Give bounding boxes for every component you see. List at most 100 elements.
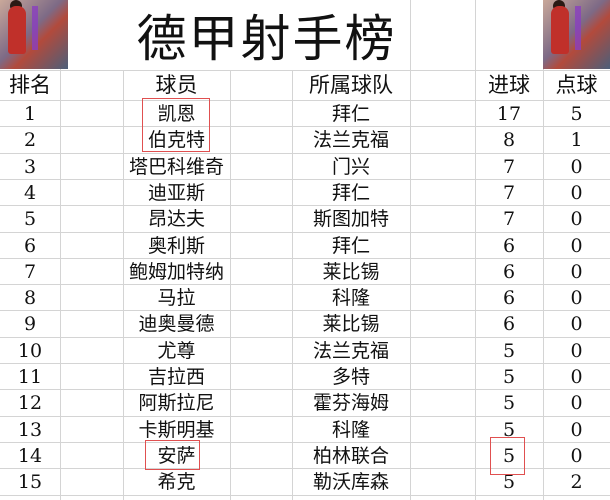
- grid-line: [0, 205, 610, 206]
- grid-line: [0, 126, 610, 127]
- highlight-box: [490, 437, 525, 475]
- cell-goals: 5: [502, 419, 516, 441]
- table-row: 14 安萨 柏林联合 5 0: [0, 443, 610, 469]
- table-row: 5 昂达夫 斯图加特 7 0: [0, 206, 610, 232]
- cell-penalties: 5: [570, 103, 583, 125]
- cell-goals: 7: [502, 182, 516, 204]
- cell-player: 阿斯拉尼: [138, 392, 215, 414]
- cell-player: 卡斯明基: [138, 419, 215, 441]
- cell-goals: 8: [502, 129, 516, 151]
- header-penalties: 点球: [555, 73, 598, 97]
- cell-penalties: 0: [570, 208, 583, 230]
- cell-penalties: 0: [570, 340, 583, 362]
- grid-line: [543, 0, 544, 500]
- cell-goals: 7: [502, 156, 516, 178]
- cell-penalties: 0: [570, 419, 583, 441]
- cell-rank: 9: [23, 313, 37, 335]
- table-row: 10 尤尊 法兰克福 5 0: [0, 338, 610, 364]
- table-row: 8 马拉 科隆 6 0: [0, 285, 610, 311]
- cell-player: 鲍姆加特纳: [128, 261, 224, 283]
- grid-line: [0, 153, 610, 154]
- table-row: 2 伯克特 法兰克福 8 1: [0, 127, 610, 153]
- cell-goals: 5: [502, 366, 516, 388]
- grid-line: [0, 337, 610, 338]
- cell-penalties: 0: [570, 235, 583, 257]
- cell-team: 莱比锡: [322, 261, 380, 283]
- header-goals: 进球: [488, 73, 530, 97]
- grid-line: [475, 0, 476, 500]
- cell-team: 科隆: [331, 419, 370, 441]
- player-image-left: [0, 0, 68, 69]
- cell-team: 科隆: [331, 287, 370, 309]
- cell-rank: 10: [17, 340, 43, 362]
- cell-goals: 6: [502, 235, 516, 257]
- cell-player: 马拉: [157, 287, 196, 309]
- cell-player: 尤尊: [157, 340, 196, 362]
- cell-team: 勒沃库森: [312, 471, 389, 493]
- grid-line: [0, 389, 610, 390]
- cell-penalties: 0: [570, 182, 583, 204]
- table-row: 9 迪奥曼德 莱比锡 6 0: [0, 311, 610, 337]
- cell-penalties: 0: [570, 366, 583, 388]
- grid-line: [0, 284, 610, 285]
- cell-penalties: 0: [570, 392, 583, 414]
- cell-player: 昂达夫: [147, 208, 205, 230]
- cell-player: 迪亚斯: [147, 182, 205, 204]
- cell-goals: 5: [502, 392, 516, 414]
- cell-rank: 3: [23, 156, 37, 178]
- grid-line: [0, 495, 610, 496]
- cell-rank: 7: [23, 261, 37, 283]
- player-image-right: [543, 0, 610, 69]
- cell-team: 拜仁: [331, 235, 370, 257]
- table-row: 3 塔巴科维奇 门兴 7 0: [0, 154, 610, 180]
- cell-team: 柏林联合: [312, 445, 389, 467]
- cell-player: 塔巴科维奇: [128, 156, 224, 178]
- header-rank: 排名: [9, 73, 51, 97]
- table-row: 6 奥利斯 拜仁 6 0: [0, 233, 610, 259]
- cell-goals: 6: [502, 313, 516, 335]
- table-row: 13 卡斯明基 科隆 5 0: [0, 417, 610, 443]
- grid-line: [0, 232, 610, 233]
- grid-line: [230, 0, 231, 500]
- cell-goals: 17: [496, 103, 522, 125]
- grid-line: [0, 179, 610, 180]
- cell-team: 莱比锡: [322, 313, 380, 335]
- cell-player: 吉拉西: [147, 366, 205, 388]
- table-row: 11 吉拉西 多特 5 0: [0, 364, 610, 390]
- grid-line: [0, 100, 610, 101]
- table-row: 1 凯恩 拜仁 17 5: [0, 101, 610, 127]
- header-row: 排名 球员 所属球队 进球 点球: [0, 72, 610, 98]
- cell-penalties: 0: [570, 313, 583, 335]
- cell-penalties: 0: [570, 445, 583, 467]
- cell-goals: 5: [502, 471, 516, 493]
- grid-line: [0, 70, 610, 71]
- cell-team: 多特: [331, 366, 370, 388]
- header-team: 所属球队: [309, 73, 393, 97]
- cell-player: 凯恩: [157, 103, 196, 125]
- grid-line: [0, 468, 610, 469]
- grid-line: [123, 0, 124, 500]
- cell-rank: 11: [17, 366, 43, 388]
- cell-rank: 4: [23, 182, 37, 204]
- cell-player: 奥利斯: [147, 235, 205, 257]
- cell-player: 希克: [157, 471, 196, 493]
- highlight-box: [145, 440, 200, 470]
- grid-line: [292, 0, 293, 500]
- grid-line: [0, 416, 610, 417]
- cell-team: 法兰克福: [312, 129, 389, 151]
- cell-goals: 5: [502, 340, 516, 362]
- table-row: 12 阿斯拉尼 霍芬海姆 5 0: [0, 390, 610, 416]
- grid-line: [0, 442, 610, 443]
- cell-team: 法兰克福: [312, 340, 389, 362]
- grid-line: [0, 363, 610, 364]
- grid-line: [60, 0, 61, 500]
- cell-penalties: 0: [570, 156, 583, 178]
- cell-goals: 6: [502, 261, 516, 283]
- cell-goals: 6: [502, 287, 516, 309]
- grid-line: [0, 310, 610, 311]
- cell-rank: 15: [17, 471, 43, 493]
- cell-rank: 12: [17, 392, 43, 414]
- cell-goals: 7: [502, 208, 516, 230]
- cell-team: 斯图加特: [312, 208, 389, 230]
- page-title: 德甲射手榜: [123, 0, 410, 70]
